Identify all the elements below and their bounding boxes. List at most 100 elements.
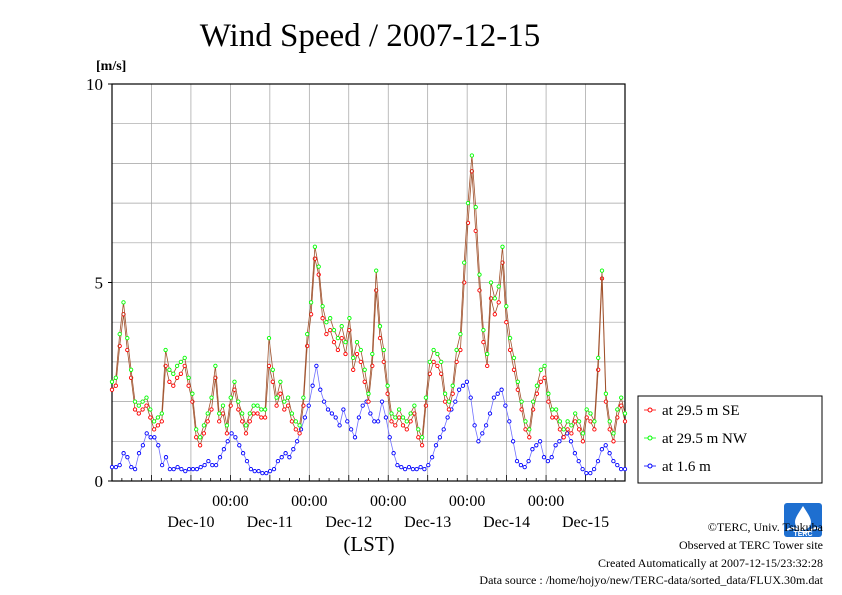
data-point xyxy=(435,363,440,369)
data-point xyxy=(186,375,191,380)
data-point xyxy=(167,367,172,372)
data-point xyxy=(622,411,628,416)
data-point xyxy=(422,466,427,472)
data-point xyxy=(256,468,261,474)
data-point xyxy=(159,462,165,468)
data-point xyxy=(179,466,184,472)
data-point xyxy=(576,427,582,432)
data-point xyxy=(244,458,250,464)
data-point xyxy=(500,244,505,249)
data-point xyxy=(534,391,540,396)
data-point xyxy=(282,407,287,412)
data-point xyxy=(113,383,118,388)
data-point xyxy=(294,439,300,444)
data-point xyxy=(125,455,130,460)
data-point xyxy=(240,411,245,416)
data-point xyxy=(553,443,558,448)
data-point xyxy=(109,379,115,384)
data-point xyxy=(464,379,470,384)
data-point xyxy=(206,458,211,464)
data-point xyxy=(305,331,310,337)
data-point xyxy=(481,339,486,345)
legend-item: at 29.5 m NW xyxy=(644,431,748,447)
data-point xyxy=(121,451,126,456)
data-point xyxy=(320,304,325,309)
y-tick-label: 0 xyxy=(95,472,104,491)
data-point xyxy=(465,200,471,206)
data-point xyxy=(538,379,543,384)
data-point xyxy=(400,423,406,428)
y-tick-label: 5 xyxy=(95,274,104,293)
data-point xyxy=(151,419,157,424)
data-point xyxy=(565,427,570,432)
data-point xyxy=(410,466,416,472)
data-point xyxy=(248,466,254,472)
data-point xyxy=(225,439,230,444)
data-point xyxy=(596,367,601,372)
data-point xyxy=(186,466,192,472)
data-point xyxy=(321,399,327,404)
data-point xyxy=(557,439,562,444)
data-point xyxy=(618,466,624,472)
data-point xyxy=(458,331,463,337)
data-point xyxy=(285,403,291,408)
data-point xyxy=(171,371,176,376)
data-point xyxy=(611,458,616,464)
data-point xyxy=(217,411,222,416)
chart-title: Wind Speed / 2007-12-15 xyxy=(200,18,541,54)
data-point xyxy=(328,316,333,321)
data-point xyxy=(429,455,435,460)
data-point xyxy=(285,395,291,400)
data-point xyxy=(243,431,249,436)
data-point xyxy=(247,411,252,416)
data-point xyxy=(503,403,508,408)
data-point xyxy=(458,347,463,353)
data-point xyxy=(427,359,432,365)
data-point xyxy=(511,355,517,361)
data-point xyxy=(588,470,593,476)
data-point xyxy=(499,387,504,392)
data-point xyxy=(155,423,161,428)
data-point xyxy=(109,387,115,392)
data-point xyxy=(611,431,616,436)
data-point xyxy=(275,458,281,464)
data-point xyxy=(591,466,597,472)
data-point xyxy=(136,411,141,416)
data-point xyxy=(293,427,298,432)
data-point xyxy=(178,359,184,365)
wave-icon xyxy=(786,527,821,533)
data-point xyxy=(354,339,360,345)
data-point xyxy=(264,470,269,476)
data-point xyxy=(129,464,134,470)
data-point xyxy=(611,439,616,444)
data-point xyxy=(504,320,509,325)
data-point xyxy=(163,455,169,460)
legend-item: at 29.5 m SE xyxy=(644,403,740,419)
data-point xyxy=(351,367,356,372)
data-point xyxy=(496,300,501,305)
data-point xyxy=(414,466,419,472)
data-point xyxy=(198,464,203,470)
x-tick-time-label: 00:00 xyxy=(370,493,406,510)
data-point xyxy=(362,367,367,372)
data-point xyxy=(220,403,226,408)
data-point xyxy=(331,327,337,333)
data-point xyxy=(360,403,365,408)
data-point xyxy=(389,411,394,416)
data-point xyxy=(406,464,412,470)
data-point xyxy=(580,466,585,472)
data-point xyxy=(527,435,532,440)
data-point xyxy=(619,395,624,400)
data-point xyxy=(485,351,490,357)
data-point xyxy=(557,419,563,424)
data-point xyxy=(442,391,448,396)
legend-marker xyxy=(647,407,653,413)
data-point xyxy=(121,300,126,305)
data-point xyxy=(584,407,589,412)
data-point xyxy=(527,427,532,432)
data-point xyxy=(366,399,371,404)
data-point xyxy=(287,455,292,460)
data-point xyxy=(136,403,141,408)
data-point xyxy=(151,427,157,432)
data-point xyxy=(262,415,268,420)
